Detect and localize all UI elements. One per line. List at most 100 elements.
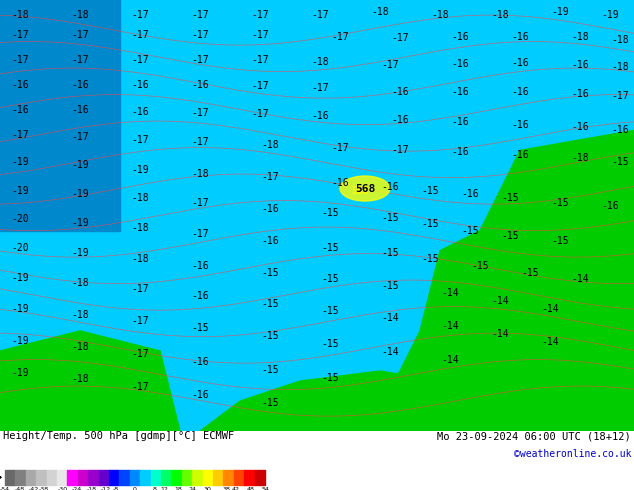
Text: -15: -15 [261,331,279,341]
Text: -54: -54 [0,487,10,490]
Text: ©weatheronline.co.uk: ©weatheronline.co.uk [514,449,631,460]
Text: -16: -16 [11,105,29,115]
Text: -15: -15 [321,373,339,383]
Polygon shape [0,331,180,431]
Text: -16: -16 [71,105,89,115]
Text: -17: -17 [611,91,629,101]
Bar [203,470,213,485]
Text: -19: -19 [71,218,89,228]
Text: -18: -18 [311,57,329,67]
Text: -19: -19 [601,10,619,20]
Bar [5,470,15,485]
Text: -18: -18 [611,62,629,72]
Bar [192,470,203,485]
Text: -19: -19 [71,160,89,171]
Text: -30: -30 [58,487,68,490]
Text: -15: -15 [551,197,569,208]
Text: -14: -14 [441,288,459,298]
Text: -38: -38 [39,487,49,490]
Text: 30: 30 [204,487,211,490]
Bar [0,0,120,231]
Text: 38: 38 [223,487,230,490]
Text: -17: -17 [131,55,149,65]
Text: -15: -15 [261,299,279,309]
Text: -15: -15 [421,219,439,229]
Text: -15: -15 [551,236,569,245]
Text: -18: -18 [71,310,89,320]
Text: -18: -18 [87,487,96,490]
Bar [47,470,57,485]
Text: -15: -15 [321,339,339,349]
Text: 8: 8 [152,487,156,490]
Text: -12: -12 [101,487,111,490]
Bar [88,470,99,485]
Text: -16: -16 [511,121,529,130]
Text: -17: -17 [251,10,269,20]
Text: -16: -16 [391,87,409,97]
Polygon shape [200,371,634,431]
Text: -24: -24 [72,487,82,490]
Text: Height/Temp. 500 hPa [gdmp][°C] ECMWF: Height/Temp. 500 hPa [gdmp][°C] ECMWF [3,431,234,441]
Text: -16: -16 [511,150,529,160]
Text: -19: -19 [11,186,29,196]
Bar [255,470,265,485]
Text: -16: -16 [571,122,589,132]
Text: -19: -19 [11,304,29,314]
Text: -15: -15 [381,213,399,222]
Text: -17: -17 [131,382,149,392]
Text: -16: -16 [131,80,149,90]
Text: -15: -15 [261,398,279,408]
Text: -18: -18 [431,10,449,20]
Text: -16: -16 [451,117,469,127]
Text: -16: -16 [391,115,409,125]
Bar [99,470,109,485]
Bar [223,470,234,485]
Text: -17: -17 [191,10,209,20]
Text: -17: -17 [381,60,399,70]
Text: -16: -16 [71,80,89,90]
Text: -18: -18 [71,278,89,288]
Text: 42: 42 [232,487,240,490]
Text: -15: -15 [421,186,439,196]
Text: -18: -18 [261,141,279,150]
Text: -15: -15 [421,254,439,264]
Bar [109,470,119,485]
Text: -17: -17 [191,197,209,208]
Text: -14: -14 [491,329,509,339]
Bar [213,470,223,485]
Text: -19: -19 [11,157,29,168]
Text: 24: 24 [189,487,197,490]
Text: -17: -17 [391,33,409,43]
Text: -20: -20 [11,214,29,223]
Text: -14: -14 [441,321,459,331]
Text: -17: -17 [191,55,209,65]
Text: -16: -16 [261,236,279,245]
Text: -17: -17 [191,137,209,147]
Text: -16: -16 [311,111,329,122]
Text: -17: -17 [11,55,29,65]
Text: 54: 54 [261,487,269,490]
Text: -15: -15 [471,261,489,271]
Text: -18: -18 [131,254,149,264]
Text: -16: -16 [191,261,209,271]
Ellipse shape [340,176,390,201]
Text: 568: 568 [355,184,375,194]
Text: -15: -15 [261,365,279,375]
Text: -16: -16 [611,125,629,135]
Bar [234,470,244,485]
Bar [78,470,88,485]
Text: -19: -19 [11,336,29,346]
Text: -15: -15 [611,157,629,168]
Polygon shape [380,130,634,431]
Text: -19: -19 [71,189,89,198]
Text: -15: -15 [321,243,339,253]
Text: -17: -17 [331,32,349,42]
Text: -42: -42 [29,487,39,490]
Text: -18: -18 [11,10,29,20]
Text: -16: -16 [11,80,29,90]
Text: -17: -17 [131,135,149,146]
Bar [171,470,182,485]
Text: -18: -18 [611,35,629,45]
Text: -18: -18 [71,374,89,384]
Text: -17: -17 [191,229,209,239]
